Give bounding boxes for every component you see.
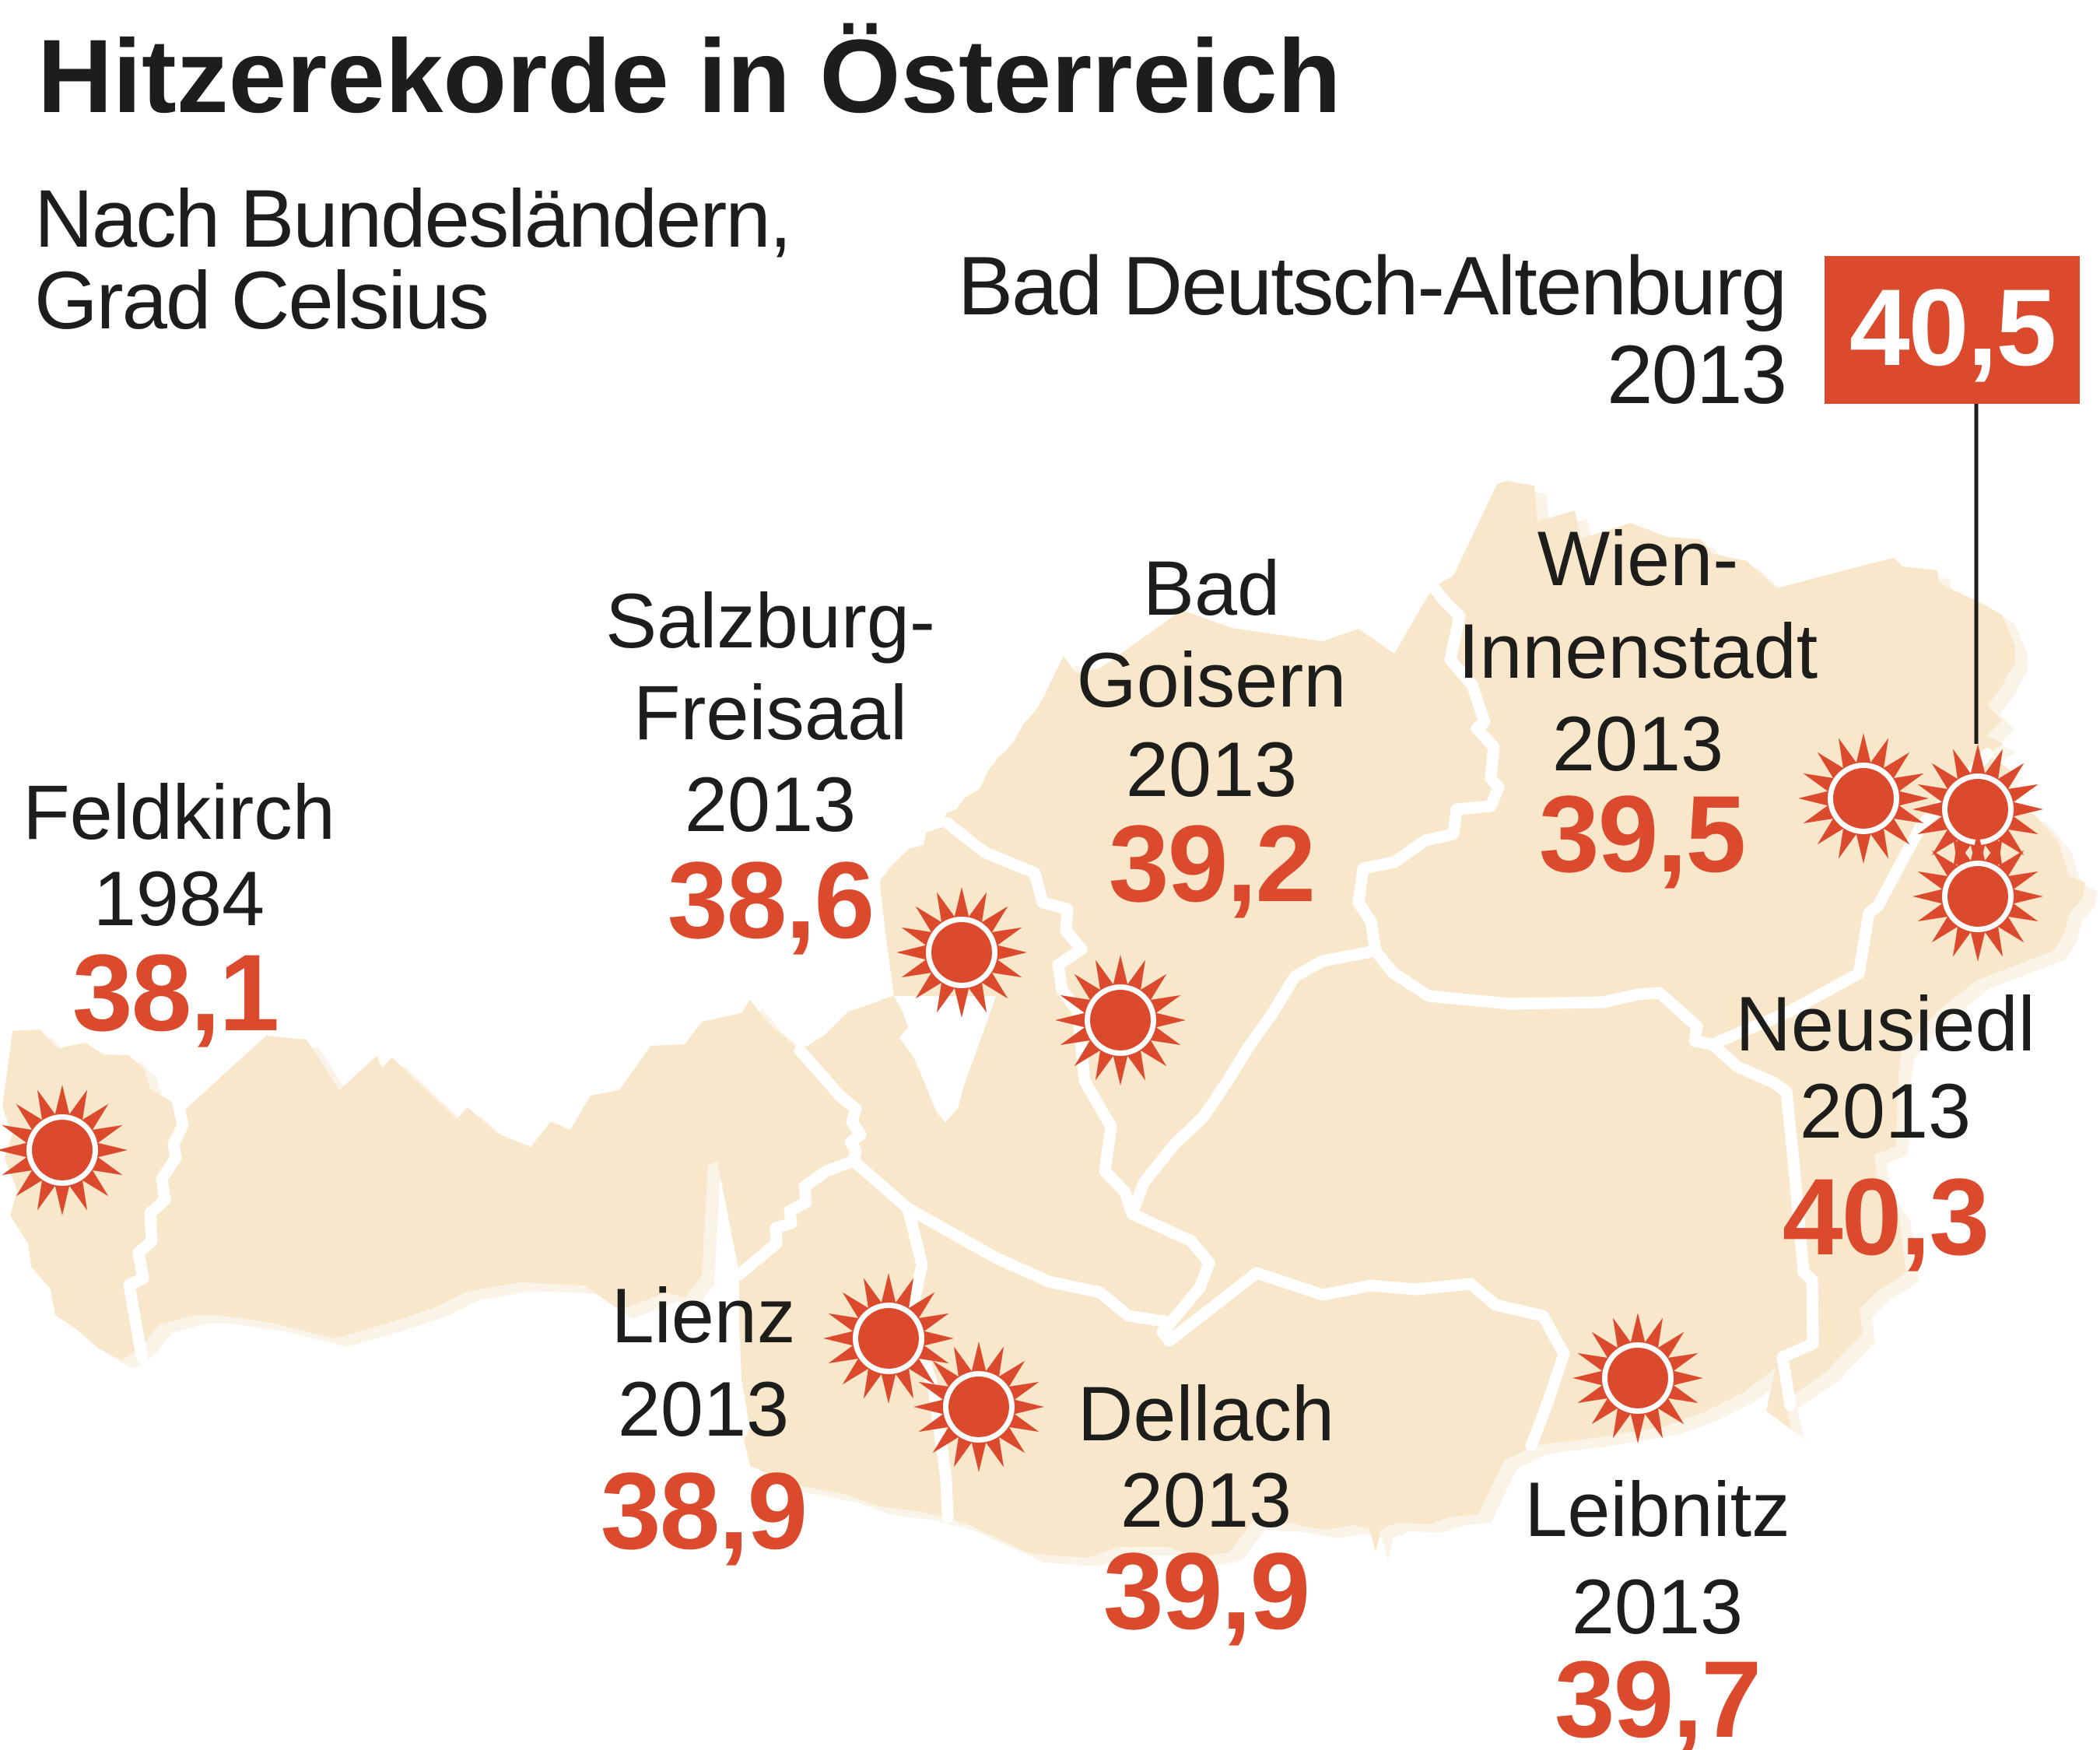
svg-text:Wien-: Wien- (1537, 515, 1739, 601)
svg-text:Bad Deutsch-Altenburg: Bad Deutsch-Altenburg (958, 239, 1786, 332)
svg-text:2013: 2013 (618, 1366, 789, 1452)
svg-text:38,1: 38,1 (72, 931, 278, 1054)
svg-text:2013: 2013 (1800, 1068, 1971, 1154)
svg-text:2013: 2013 (685, 761, 856, 847)
svg-text:2013: 2013 (1572, 1563, 1743, 1650)
svg-text:39,7: 39,7 (1555, 1638, 1760, 1750)
svg-text:Innenstadt: Innenstadt (1458, 608, 1818, 694)
svg-text:39,9: 39,9 (1103, 1530, 1309, 1652)
svg-text:Grad Celsius: Grad Celsius (34, 255, 488, 346)
svg-text:2013: 2013 (1607, 328, 1786, 421)
svg-text:2013: 2013 (1126, 726, 1297, 812)
svg-text:Lienz: Lienz (612, 1272, 796, 1359)
svg-text:1984: 1984 (93, 855, 265, 942)
svg-text:40,3: 40,3 (1783, 1156, 1988, 1278)
svg-text:Dellach: Dellach (1078, 1370, 1334, 1457)
svg-text:40,5: 40,5 (1849, 266, 2055, 388)
svg-text:2013: 2013 (1552, 700, 1723, 787)
svg-text:Freisaal: Freisaal (633, 669, 907, 756)
svg-text:Hitzerekorde in Österreich: Hitzerekorde in Österreich (37, 19, 1341, 135)
svg-text:39,5: 39,5 (1539, 773, 1744, 895)
svg-text:Leibnitz: Leibnitz (1524, 1466, 1790, 1552)
svg-text:Bad: Bad (1143, 545, 1280, 631)
svg-text:38,9: 38,9 (601, 1450, 806, 1572)
svg-text:Nach Bundesländern,: Nach Bundesländern, (34, 174, 791, 265)
svg-text:39,2: 39,2 (1109, 802, 1314, 924)
svg-text:Feldkirch: Feldkirch (23, 769, 335, 855)
svg-text:2013: 2013 (1120, 1457, 1292, 1543)
svg-text:Goisern: Goisern (1077, 637, 1347, 723)
svg-text:38,6: 38,6 (668, 839, 873, 961)
svg-text:Neusiedl: Neusiedl (1735, 980, 2035, 1067)
svg-text:Salzburg-: Salzburg- (605, 577, 935, 664)
